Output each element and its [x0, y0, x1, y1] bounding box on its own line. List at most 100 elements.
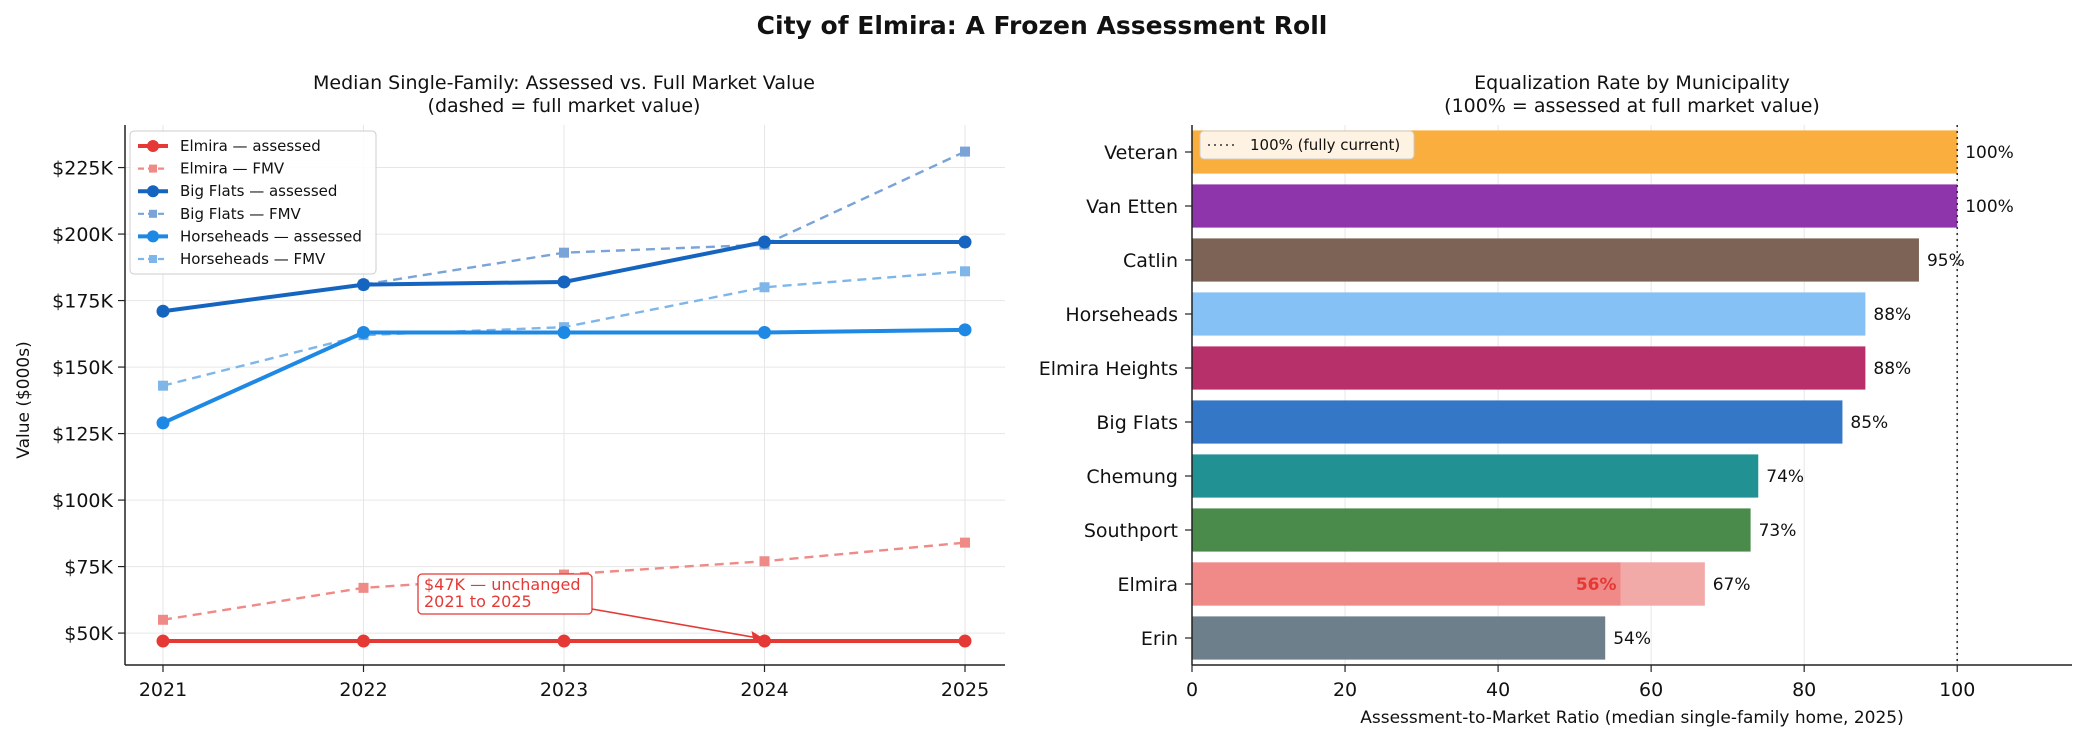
legend-label: Big Flats — assessed	[180, 182, 337, 200]
line-chart-grid	[125, 125, 1005, 665]
legend-box	[1199, 130, 1415, 160]
bar	[1192, 400, 1843, 444]
bar	[1192, 454, 1759, 498]
bar-value-label: 100%	[1965, 143, 2014, 163]
x-tick-label: 0	[1186, 679, 1198, 701]
legend-marker	[149, 255, 157, 263]
x-tick-label: 2021	[139, 679, 187, 701]
category-label: Veteran	[1104, 142, 1178, 164]
legend-label: Big Flats — FMV	[180, 205, 302, 223]
y-tick-label: $225K	[52, 158, 113, 180]
line-chart: Median Single-Family: Assessed vs. Full …	[14, 72, 1005, 701]
x-tick-label: 80	[1792, 679, 1816, 701]
bar	[1192, 508, 1751, 552]
data-point	[557, 275, 571, 289]
data-point	[156, 634, 170, 648]
bar	[1192, 346, 1866, 390]
legend-label: Elmira — FMV	[180, 160, 285, 178]
series-line	[162, 541, 966, 621]
line-chart-series	[156, 146, 972, 648]
legend-box	[129, 130, 377, 275]
x-tick-label: 2024	[740, 679, 788, 701]
bar	[1192, 184, 1958, 228]
line-chart-subtitle: (dashed = full market value)	[428, 95, 701, 117]
data-point	[557, 634, 571, 648]
category-label: Southport	[1084, 520, 1178, 542]
bar-chart-axes: 0 20 40 60 80 100 Veteran Van Etten Catlin Horseh…	[1039, 125, 2072, 701]
bar	[1192, 292, 1866, 336]
annotation-text: 2021 to 2025	[424, 592, 532, 611]
bar-chart-legend: 100% (fully current)	[1199, 130, 1415, 160]
y-tick-label: $200K	[52, 224, 113, 246]
legend-label: Horseheads — FMV	[180, 250, 326, 268]
line-chart-ylabel: Value ($000s)	[14, 341, 34, 458]
x-tick-label: 100	[1939, 679, 1975, 701]
category-label: Horseheads	[1065, 304, 1178, 326]
annotation-text: $47K — unchanged	[424, 575, 581, 594]
data-point	[158, 614, 168, 625]
category-label: Elmira	[1117, 574, 1178, 596]
annotation-arrowhead	[751, 631, 765, 642]
data-point	[357, 325, 370, 339]
y-tick-label: $125K	[52, 424, 113, 446]
data-point	[559, 247, 569, 258]
bar	[1192, 238, 1919, 282]
bar-value-label: 67%	[1713, 575, 1751, 595]
legend-marker	[149, 209, 157, 218]
line-chart-axes: $50K $75K $100K $125K $150K $175K $200K $225K 20…	[52, 125, 1005, 701]
data-point	[958, 235, 972, 249]
data-point	[357, 634, 370, 648]
bar-chart-title: Equalization Rate by Municipality	[1474, 72, 1790, 94]
x-tick-label: 2025	[941, 679, 989, 701]
bar-value-label: 73%	[1759, 521, 1797, 541]
legend-label: 100% (fully current)	[1250, 136, 1400, 154]
legend-marker	[147, 185, 159, 198]
y-tick-label: $75K	[64, 557, 113, 579]
bar-chart-xlabel: Assessment-to-Market Ratio (median singl…	[1360, 708, 1904, 728]
bar-value-label: 88%	[1873, 359, 1911, 379]
data-point	[960, 146, 970, 157]
data-point	[557, 325, 571, 339]
category-label: Van Etten	[1086, 196, 1178, 218]
y-tick-label: $150K	[52, 357, 113, 379]
legend-marker	[149, 164, 157, 173]
x-tick-label: 2022	[339, 679, 387, 701]
data-point	[156, 304, 170, 318]
data-point	[758, 325, 771, 339]
line-chart-legend: Elmira — assessed Elmira — FMV Big Flats —…	[129, 130, 377, 275]
bar-value-label: 95%	[1927, 251, 1965, 271]
bar-value-label: 100%	[1965, 197, 2014, 217]
data-point	[758, 235, 771, 249]
legend-label: Horseheads — assessed	[180, 227, 362, 245]
bar-value-label: 54%	[1613, 629, 1651, 649]
data-point	[357, 278, 370, 292]
data-point	[759, 556, 770, 567]
legend-label: Elmira — assessed	[180, 137, 321, 155]
bar-chart-bars: 100% 100% 95% 88% 88% 85% 74% 73% 56% 67% 54%	[1192, 130, 2014, 660]
data-point	[958, 323, 972, 337]
y-tick-label: $50K	[64, 623, 113, 645]
line-chart-title: Median Single-Family: Assessed vs. Full …	[313, 72, 815, 94]
inner-bar-label: 56%	[1576, 575, 1617, 595]
category-label: Catlin	[1123, 250, 1178, 272]
x-tick-label: 60	[1639, 679, 1663, 701]
bar-value-label: 74%	[1766, 467, 1804, 487]
data-point	[158, 380, 168, 391]
data-point	[156, 416, 170, 430]
annotation-box	[417, 573, 593, 615]
category-label: Big Flats	[1096, 412, 1178, 434]
data-point	[960, 266, 970, 277]
legend-marker	[147, 230, 159, 243]
x-tick-label: 20	[1333, 679, 1357, 701]
bar-value-label: 88%	[1873, 305, 1911, 325]
bar-chart-subtitle: (100% = assessed at full market value)	[1444, 95, 1820, 117]
series-line	[363, 150, 966, 286]
inner-bar	[1192, 562, 1621, 606]
category-label: Elmira Heights	[1039, 358, 1178, 380]
data-point	[958, 634, 972, 648]
x-tick-label: 2023	[540, 679, 588, 701]
data-point	[960, 537, 970, 548]
data-point	[759, 282, 770, 293]
